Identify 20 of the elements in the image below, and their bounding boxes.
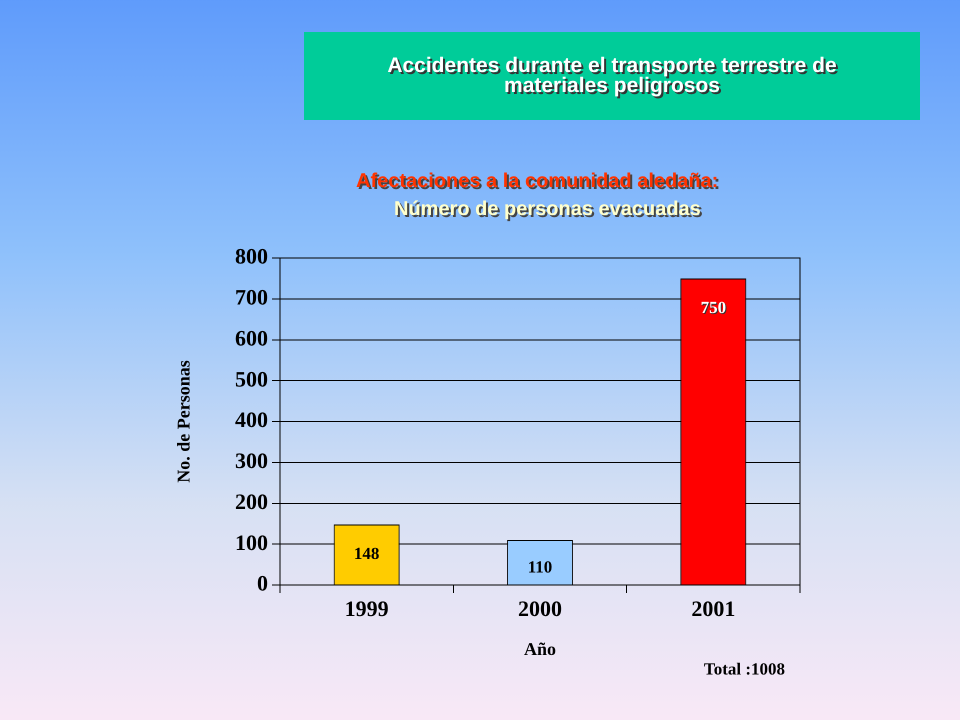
data-label: 148 [354, 544, 380, 563]
text: Total :1008 [704, 659, 785, 678]
y-tick-label: 800 [235, 244, 268, 269]
y-tick-label: 0 [257, 570, 268, 596]
y-tick-label: 700 [235, 284, 268, 310]
y-tick-label: 100 [235, 530, 268, 555]
y-axis-title: No. de Personas [173, 360, 194, 483]
y-tick-label: 600 [235, 325, 268, 350]
chart-title: Accidentes durante el transporte terrestre de materiales peligrosos [386, 54, 838, 97]
y-tick-label: 300 [235, 448, 268, 474]
y-tick-label: 400 [235, 407, 268, 432]
x-tick-label: 2000 [518, 596, 562, 621]
x-tick-label: 2001 [691, 596, 736, 621]
data-label: 110 [528, 558, 552, 577]
x-axis-title: Año [524, 638, 556, 659]
y-tick-label: 200 [235, 488, 268, 514]
data-label: 750 [700, 298, 726, 317]
x-tick-label: 1999 [344, 596, 389, 621]
y-tick-label: 500 [235, 366, 268, 392]
chart-subtitle: Afectaciones a la comunidad aledaña: Número de personas evacuadas [356, 170, 718, 221]
